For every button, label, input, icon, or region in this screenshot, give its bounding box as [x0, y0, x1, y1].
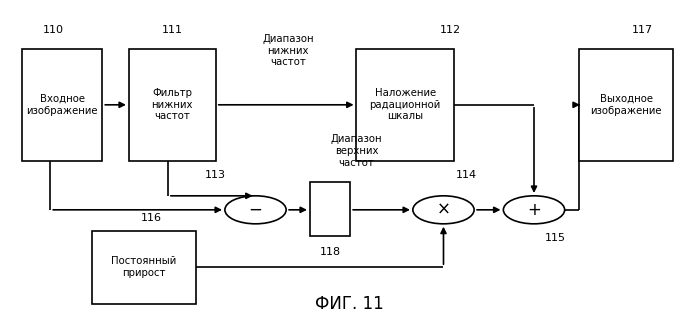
Circle shape	[225, 196, 286, 224]
Bar	[129, 49, 216, 160]
Text: ×: ×	[437, 201, 450, 219]
Text: ФИГ. 11: ФИГ. 11	[315, 295, 384, 313]
Text: 116: 116	[140, 213, 161, 223]
Text: Диапазон
верхних
частот: Диапазон верхних частот	[331, 134, 382, 168]
Text: 110: 110	[43, 25, 64, 35]
Bar	[579, 49, 673, 160]
Text: 113: 113	[206, 170, 226, 180]
Text: Диапазон
нижних
частот: Диапазон нижних частот	[262, 34, 314, 67]
Text: −: −	[249, 201, 262, 219]
Text: 114: 114	[456, 170, 477, 180]
Text: 117: 117	[631, 25, 652, 35]
Bar	[310, 181, 350, 236]
Text: +: +	[527, 201, 541, 219]
Text: 111: 111	[161, 25, 182, 35]
Text: Входное
изображение: Входное изображение	[27, 94, 98, 116]
Bar	[92, 230, 196, 304]
Bar	[356, 49, 454, 160]
Circle shape	[413, 196, 474, 224]
Text: 118: 118	[319, 247, 340, 257]
Text: 112: 112	[440, 25, 461, 35]
Text: Постоянный
прирост: Постоянный прирост	[111, 256, 177, 278]
Circle shape	[503, 196, 565, 224]
Text: Выходное
изображение: Выходное изображение	[591, 94, 662, 116]
Bar	[22, 49, 102, 160]
Text: 115: 115	[545, 233, 565, 243]
Text: Наложение
радационной
шкалы: Наложение радационной шкалы	[370, 88, 441, 121]
Text: Фильтр
нижних
частот: Фильтр нижних частот	[152, 88, 193, 121]
